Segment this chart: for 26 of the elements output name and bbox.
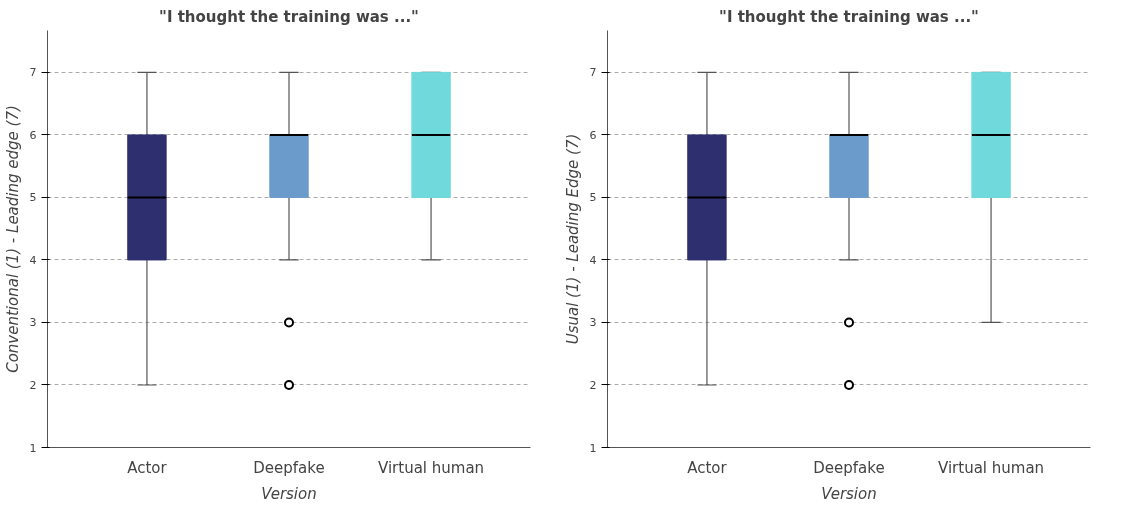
y-tick-label: 7: [29, 66, 37, 80]
chart-title: "I thought the training was ...": [159, 7, 419, 26]
y-tick-label: 4: [589, 253, 597, 267]
y-tick-label: 1: [29, 441, 37, 455]
x-tick-label: Virtual human: [938, 458, 1045, 477]
y-tick-label: 5: [589, 191, 597, 205]
x-tick-label: Deepfake: [813, 458, 885, 477]
y-tick-label: 3: [29, 316, 37, 330]
y-tick-label: 4: [29, 253, 37, 267]
x-tick-label: Actor: [687, 458, 728, 477]
y-tick-label: 2: [589, 378, 597, 392]
x-tick-label: Actor: [127, 458, 168, 477]
y-tick-label: 6: [29, 128, 37, 142]
y-tick-label: 6: [589, 128, 597, 142]
y-axis-title: Conventional (1) - Leading edge (7): [3, 105, 22, 373]
y-tick-label: 1: [589, 441, 597, 455]
y-tick-label: 5: [29, 191, 37, 205]
x-axis-title: Version: [821, 484, 877, 503]
y-tick-label: 3: [589, 316, 597, 330]
y-tick-label: 7: [589, 66, 597, 80]
y-axis-title: Usual (1) - Leading Edge (7): [563, 133, 582, 345]
x-tick-label: Deepfake: [253, 458, 325, 477]
x-tick-label: Virtual human: [378, 458, 485, 477]
y-tick-label: 2: [29, 378, 37, 392]
x-axis-title: Version: [261, 484, 317, 503]
chart-title: "I thought the training was ...": [719, 7, 979, 26]
